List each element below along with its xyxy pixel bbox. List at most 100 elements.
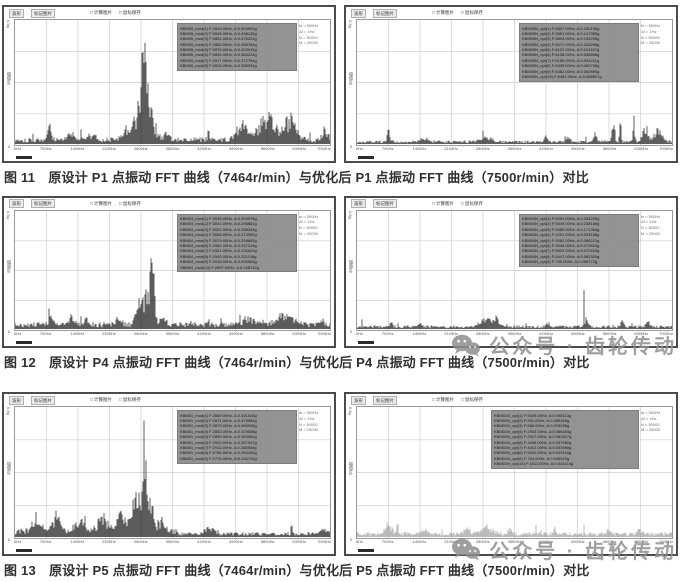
legend-line: KBM01N_opt(2) F:901.00Hz, A:0.089355g [494, 417, 570, 423]
info-line: M = 25000 [299, 40, 319, 46]
legend-line: KBM05N_opt(9) F:6462.00Hz, A:0.060895g [522, 68, 600, 74]
chart-slot-p4-original: 波形 标记图片 □ 计算图片 □ 鼠标保存 0.5g 幅值(g) 0 KBM04_mo… [2, 195, 336, 348]
x-tick-label: 1400Hz [70, 146, 85, 151]
info-line: fs = 500Hz [641, 23, 661, 28]
toolbar-button[interactable]: 波形 [351, 199, 366, 209]
spectrum-trace [357, 115, 672, 144]
fft-spectrum [15, 407, 330, 539]
info-line: M = 25000 [641, 230, 661, 236]
x-tick-label: 2100Hz [102, 539, 116, 545]
toolbar-button[interactable]: 标记图片 [31, 199, 55, 209]
x-tick-label: 4200Hz [539, 330, 554, 336]
cursor-legend: KBM05_mod(1) F:2843.00Hz, A:0.504503g KBM… [177, 23, 297, 72]
x-tick-label: 2100Hz [444, 146, 458, 151]
watermark-text: 公众号 · 齿轮传动 [489, 336, 677, 359]
x-tick-label: 2100Hz [102, 146, 116, 151]
toolbar-button[interactable]: 标记图片 [373, 199, 397, 209]
toolbar-checkbox[interactable]: □ 计算图片 [432, 397, 454, 403]
toolbar-checkbox[interactable]: □ 鼠标保存 [118, 200, 141, 206]
h-scrollbar-thumb[interactable] [16, 549, 32, 553]
toolbar-button[interactable]: 波形 [9, 395, 24, 405]
fft-chart-panel: 波形 标记图片 □ 计算图片 □ 鼠标保存 0.5g 幅值(g) 0 KBM05_mo… [2, 5, 336, 163]
x-tick-label: 700Hz [381, 539, 394, 545]
toolbar-checkbox[interactable]: □ 鼠标保存 [460, 397, 483, 403]
h-scrollbar-thumb[interactable] [16, 340, 32, 344]
legend-line: KBM01_mod(9) F:2774.00Hz, A:0.246733g [180, 455, 257, 461]
y-axis-zero-label: 0 [350, 328, 353, 334]
toolbar-checkbox[interactable]: □ 计算图片 [432, 10, 454, 15]
toolbar-button[interactable]: 波形 [9, 199, 24, 209]
plot-area: KBM01_mod(1) F:2869.00Hz, A:0.491026g KBM… [14, 406, 331, 540]
h-scrollbar-thumb[interactable] [358, 156, 374, 159]
toolbar-button[interactable]: 标记图片 [373, 395, 397, 405]
x-tick-label: 6300Hz [292, 330, 307, 336]
info-line: Δf = 1Hz [299, 219, 315, 225]
x-tick-label: 6300Hz [634, 330, 649, 336]
watermark: 公众号 · 齿轮传动 [451, 535, 677, 564]
info-line: N = 50000 [641, 225, 660, 231]
toolbar-checkbox[interactable]: □ 计算图片 [90, 10, 112, 15]
y-axis-max-label: 0.5g [6, 210, 11, 219]
cursor-legend: KBM01_mod(1) F:2869.00Hz, A:0.491026g KBM… [177, 410, 297, 464]
h-scrollbar-thumb[interactable] [358, 549, 374, 553]
legend-line: KBM04N_opt(1) F:5051.00Hz, A:0.254209g [522, 216, 600, 222]
legend-line: KBM05N_opt(7) F:6155.00Hz, A:0.094211g [522, 57, 600, 63]
chart-slot-p1-original: 波形 标记图片 □ 计算图片 □ 鼠标保存 0.5g 幅值(g) 0 KBM05_mo… [2, 5, 336, 163]
figure-row-13: 波形 标记图片 □ 计算图片 □ 鼠标保存 0.5g 幅值(g) 0 KBM01_mo… [0, 392, 680, 580]
analysis-info: fs = 500Hz Δf = 1Hz N = 50000 M = 25000 [299, 23, 328, 46]
x-tick-label: 700Hz [39, 330, 52, 336]
x-tick-label: 5600Hz [260, 146, 275, 151]
toolbar-checkbox[interactable]: □ 计算图片 [432, 200, 454, 206]
x-tick-label: 4200Hz [539, 146, 554, 151]
legend-line: KBM04N_opt(4) F:4251.00Hz, A:0.094188g [522, 232, 600, 238]
x-tick-label: 4900Hz [228, 539, 243, 545]
legend-line: KBM05N_opt(2) F:5851.00Hz, A:0.147355g [522, 30, 600, 36]
legend-line: KBM04_mod(3) F:3052.00Hz, A:0.288343g [180, 226, 257, 232]
toolbar-button[interactable]: 波形 [351, 8, 366, 18]
legend-line: KBM04_mod(10) F:2897.00Hz, A:0.198742g [180, 264, 259, 270]
y-axis-zero-label: 0 [8, 537, 11, 543]
legend-line: KBM05_mod(3) F:2851.00Hz, A:0.476201g [180, 36, 257, 42]
toolbar-button[interactable]: 波形 [9, 8, 24, 18]
x-tick-label: 7000Hz [317, 330, 331, 336]
toolbar-checkbox[interactable]: □ 鼠标保存 [118, 10, 141, 15]
x-tick-label: 0Hz [14, 539, 22, 545]
figure-caption: 图 12 原设计 P4 点振动 FFT 曲线（7464r/min）与优化后 P4… [4, 354, 590, 370]
x-tick-label: 700Hz [381, 330, 394, 336]
x-tick-label: 2100Hz [444, 539, 458, 545]
fft-chart-panel: 波形 标记图片 □ 计算图片 □ 鼠标保存 0.5g 幅值(g) 0 KBM04N_o… [344, 195, 678, 348]
x-tick-label: 3500Hz [165, 539, 180, 545]
x-tick-label: 3500Hz [165, 330, 180, 336]
x-tick-label: 5600Hz [260, 330, 275, 336]
y-axis: 0.5g 幅值(g) 0 [4, 210, 14, 334]
toolbar-checkbox[interactable]: □ 计算图片 [90, 200, 112, 206]
x-tick-label: 6300Hz [292, 539, 307, 545]
y-axis: 0.5g 幅值(g) 0 [346, 210, 356, 334]
y-axis-max-label: 0.5g [348, 407, 353, 415]
x-axis-ticks: 0Hz 700Hz 1400Hz 2100Hz 2800Hz 3500Hz 4200Hz 49… [14, 146, 331, 152]
toolbar-button[interactable]: 波形 [351, 395, 366, 405]
toolbar-checkbox[interactable]: □ 鼠标保存 [460, 10, 483, 15]
y-axis-title: 幅值(g) [349, 72, 354, 86]
x-tick-label: 1400Hz [412, 539, 427, 545]
y-axis-title: 幅值(g) [7, 461, 12, 475]
legend-line: KBM04N_opt(8) F:6447.00Hz, A:0.062329g [522, 253, 600, 259]
toolbar-checkbox[interactable]: □ 计算图片 [90, 397, 112, 403]
spectrum-trace [15, 420, 330, 538]
x-tick-label: 1400Hz [412, 330, 427, 336]
toolbar-button[interactable]: 标记图片 [373, 8, 397, 18]
legend-line: KBM05_mod(7) F:2917.00Hz, A:0.372794g [180, 57, 257, 63]
h-scrollbar-thumb[interactable] [358, 340, 374, 344]
x-tick-label: 4900Hz [570, 146, 585, 151]
toolbar-checkbox[interactable]: □ 鼠标保存 [460, 200, 483, 206]
toolbar-button[interactable]: 标记图片 [31, 8, 55, 18]
toolbar-checkbox[interactable]: □ 鼠标保存 [118, 397, 141, 403]
info-line: Δf = 1Hz [641, 28, 657, 34]
legend-line: KBM05_mod(5) F:2876.00Hz, A:0.403915g [180, 47, 257, 53]
x-tick-label: 6300Hz [634, 146, 649, 151]
panel-pair: 波形 标记图片 □ 计算图片 □ 鼠标保存 0.5g 幅值(g) 0 KBM05_mo… [2, 5, 678, 163]
toolbar-button[interactable]: 标记图片 [31, 395, 55, 405]
h-scrollbar-thumb[interactable] [16, 156, 32, 159]
x-tick-label: 0Hz [356, 330, 364, 336]
legend-line: KBM05N_opt(8) F:6439.00Hz, A:0.062795g [522, 63, 600, 69]
